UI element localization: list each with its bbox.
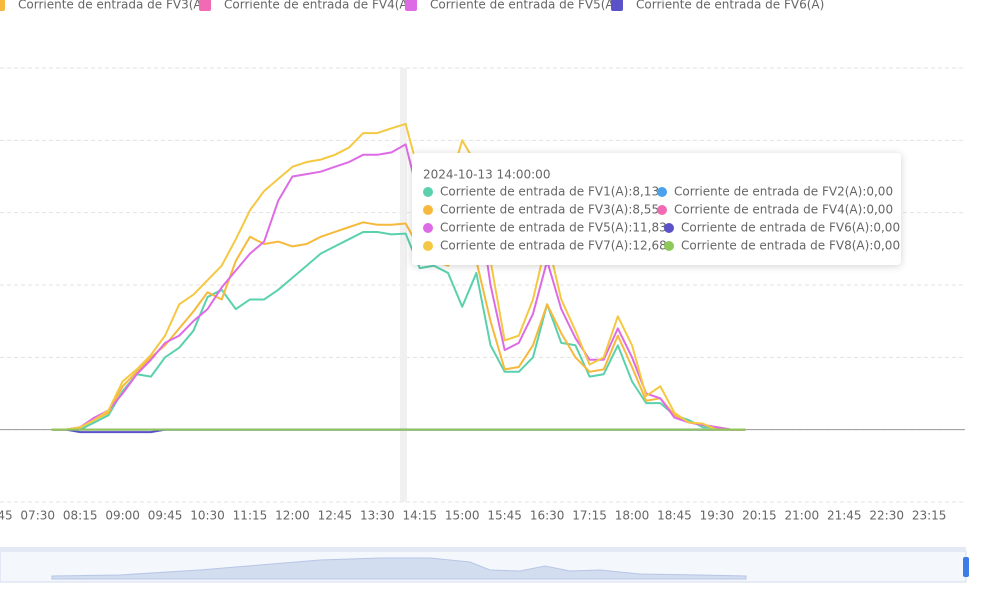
- x-tick-label: 09:45: [148, 509, 183, 523]
- x-axis: 45 07:30 08:15 09:00 09:45 10:30 11:15 12:00 12:…: [0, 509, 946, 523]
- tooltip-item: Corriente de entrada de FV4(A):0,00: [674, 203, 893, 217]
- tooltip-item: Corriente de entrada de FV6(A):0,00: [681, 221, 900, 235]
- axis-pointer: [400, 68, 407, 502]
- x-tick-label: 18:45: [657, 509, 692, 523]
- x-tick-label: 14:15: [402, 509, 437, 523]
- x-tick-label: 15:00: [445, 509, 480, 523]
- tooltip-item: Corriente de entrada de FV7(A):12,68: [440, 239, 667, 253]
- x-tick-label: 21:00: [785, 509, 820, 523]
- zoom-bar: [0, 547, 966, 552]
- x-tick-label: 15:45: [487, 509, 522, 523]
- x-tick-label: 10:30: [190, 509, 225, 523]
- x-tick-label: 18:00: [615, 509, 650, 523]
- tooltip-dot: [423, 241, 433, 251]
- legend: Corriente de entrada de FV3(A) Corriente …: [0, 0, 824, 12]
- legend-swatch: [611, 0, 623, 11]
- x-tick-label: 19:30: [700, 509, 735, 523]
- tooltip-box: [412, 153, 901, 265]
- tooltip-item: Corriente de entrada de FV5(A):11,83: [440, 221, 667, 235]
- x-tick-label: 21:45: [827, 509, 862, 523]
- x-tick-label: 20:15: [742, 509, 777, 523]
- x-tick-label: 12:00: [275, 509, 310, 523]
- tooltip-item: Corriente de entrada de FV3(A):8,55: [440, 203, 659, 217]
- series-line: [51, 122, 746, 431]
- x-tick-label: 23:15: [912, 509, 947, 523]
- zoom-preview: [51, 557, 747, 580]
- x-tick-label: 13:30: [360, 509, 395, 523]
- legend-swatch: [199, 0, 211, 11]
- x-tick-label: 45: [0, 509, 13, 523]
- legend-swatch: [0, 0, 5, 11]
- tooltip-items: Corriente de entrada de FV1(A):8,13 Corri…: [423, 185, 900, 253]
- tooltip-dot: [657, 187, 667, 197]
- legend-label: Corriente de entrada de FV6(A): [636, 0, 824, 12]
- x-tick-label: 08:15: [63, 509, 98, 523]
- series-line: [51, 230, 746, 431]
- x-tick-label: 09:00: [105, 509, 140, 523]
- tooltip-title: 2024-10-13 14:00:00: [423, 168, 550, 182]
- legend-label: Corriente de entrada de FV3(A): [18, 0, 206, 12]
- x-tick-label: 17:15: [572, 509, 607, 523]
- x-tick-label: 22:30: [869, 509, 904, 523]
- lines: [51, 122, 746, 434]
- data-zoom: [0, 547, 969, 583]
- tooltip-item: Corriente de entrada de FV8(A):0,00: [681, 239, 900, 253]
- tooltip-item: Corriente de entrada de FV2(A):0,00: [674, 185, 893, 199]
- x-tick-label: 12:45: [318, 509, 353, 523]
- tooltip-item: Corriente de entrada de FV1(A):8,13: [440, 185, 659, 199]
- tooltip-dot: [664, 223, 674, 233]
- tooltip-dot: [423, 205, 433, 215]
- tooltip-dot: [664, 241, 674, 251]
- series-line: [51, 143, 746, 431]
- tooltip-dot: [423, 223, 433, 233]
- legend-swatch: [405, 0, 417, 11]
- legend-label: Corriente de entrada de FV4(A): [224, 0, 412, 12]
- tooltip-dot: [657, 205, 667, 215]
- x-tick-label: 07:30: [20, 509, 55, 523]
- x-tick-label: 16:30: [530, 509, 565, 523]
- zoom-handle[interactable]: [963, 557, 969, 577]
- legend-label: Corriente de entrada de FV5(A): [430, 0, 618, 12]
- x-tick-label: 11:15: [233, 509, 268, 523]
- tooltip-dot: [423, 187, 433, 197]
- tooltip: [412, 153, 901, 265]
